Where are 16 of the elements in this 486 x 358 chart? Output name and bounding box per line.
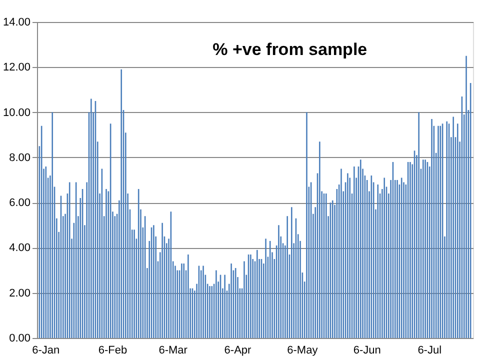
y-tick-label: 14.00 bbox=[2, 16, 30, 28]
y-tick-label: 8.00 bbox=[9, 152, 30, 164]
y-tick-label: 0.00 bbox=[9, 332, 30, 344]
x-tick-label: 6-May bbox=[287, 344, 318, 356]
y-tick-label: 6.00 bbox=[9, 197, 30, 210]
x-tick-label: 6-Jan bbox=[32, 344, 60, 356]
y-tick-label: 4.00 bbox=[9, 242, 30, 254]
x-tick-label: 6-Jun bbox=[353, 344, 381, 356]
x-tick-label: 6-Jul bbox=[418, 344, 442, 356]
y-tick-label: 10.00 bbox=[2, 106, 30, 119]
x-tick-label: 6-Feb bbox=[98, 344, 128, 356]
y-tick-label: 2.00 bbox=[9, 287, 30, 300]
text: % +ve from sample bbox=[212, 40, 368, 59]
x-tick-label: 6-Apr bbox=[224, 344, 252, 356]
y-tick-label: 12.00 bbox=[2, 62, 30, 74]
x-tick-label: 6-Mar bbox=[158, 344, 188, 356]
